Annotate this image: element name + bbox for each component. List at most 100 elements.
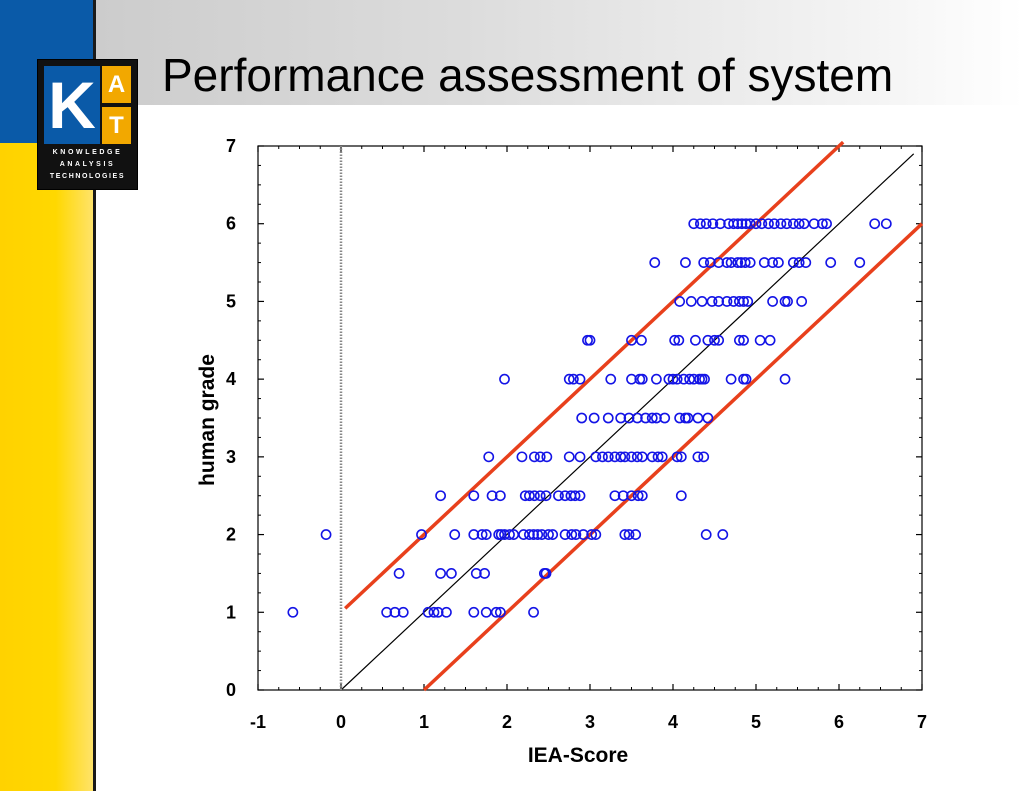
data-point — [692, 451, 704, 463]
data-point — [393, 568, 405, 579]
logo-text-technologies: TECHNOLOGIES — [49, 173, 126, 180]
data-point — [717, 529, 729, 540]
data-point — [636, 373, 648, 385]
data-point — [675, 451, 687, 463]
data-point — [754, 334, 766, 346]
data-point — [732, 218, 744, 230]
logo-letter-k: K — [44, 66, 100, 144]
data-point — [793, 257, 805, 268]
data-point — [659, 412, 671, 424]
data-point — [528, 490, 540, 502]
data-point — [499, 373, 510, 385]
logo-letter-t: T — [102, 107, 131, 144]
data-point — [287, 606, 299, 618]
data-point — [674, 412, 686, 424]
data-point — [656, 451, 668, 463]
data-point — [476, 529, 488, 540]
data-point — [534, 490, 546, 502]
data-point — [569, 490, 581, 502]
y-tick-label: 1 — [226, 602, 236, 622]
y-axis-label: human grade — [196, 354, 219, 486]
data-point — [441, 606, 452, 618]
data-point — [636, 334, 647, 346]
data-point — [468, 490, 480, 502]
data-point — [568, 373, 579, 385]
y-tick-label: 3 — [226, 447, 236, 467]
data-point — [468, 606, 480, 618]
data-point — [782, 296, 793, 307]
data-point — [787, 218, 799, 230]
x-tick-label: 6 — [834, 712, 844, 732]
data-point — [495, 529, 507, 540]
x-tick-label: 0 — [336, 712, 346, 732]
x-tick-label: 2 — [502, 712, 512, 732]
x-tick-label: 4 — [668, 712, 678, 732]
data-point — [640, 412, 652, 424]
y-tick-label: 6 — [226, 214, 236, 234]
data-point — [775, 218, 787, 230]
data-point — [714, 218, 726, 230]
data-point — [577, 529, 589, 540]
data-point — [758, 257, 770, 268]
data-point — [663, 373, 675, 385]
data-point — [667, 373, 679, 385]
data-point — [590, 451, 602, 463]
data-point — [619, 529, 631, 540]
data-point — [623, 412, 635, 424]
data-point — [721, 257, 733, 268]
data-point — [821, 218, 832, 230]
data-point — [767, 257, 778, 268]
data-point — [605, 373, 617, 385]
data-point — [673, 334, 685, 346]
y-tick-label: 0 — [226, 680, 236, 700]
data-point — [524, 490, 535, 502]
data-point — [619, 451, 631, 463]
logo-letter-a: A — [102, 66, 131, 103]
data-point — [742, 296, 754, 307]
data-point — [445, 568, 457, 579]
data-point — [696, 296, 708, 307]
data-point — [674, 296, 686, 307]
data-point — [725, 373, 737, 385]
data-point — [671, 451, 683, 463]
data-point — [671, 373, 683, 385]
data-point — [652, 451, 664, 463]
logo-text-analysis: ANALYSIS — [59, 161, 116, 168]
data-point — [516, 451, 528, 463]
data-point — [632, 490, 644, 502]
data-point — [504, 529, 515, 540]
data-point — [626, 490, 637, 502]
y-tick-label: 2 — [226, 525, 236, 545]
data-point — [631, 451, 643, 463]
data-point — [763, 218, 774, 230]
data-point — [709, 334, 720, 346]
data-point — [700, 218, 712, 230]
data-point — [528, 606, 539, 618]
data-point — [706, 296, 718, 307]
slide-title: Performance assessment of system — [162, 49, 894, 101]
data-point — [435, 568, 446, 579]
data-point — [570, 529, 582, 540]
data-point — [704, 257, 716, 268]
data-point — [494, 490, 506, 502]
data-point — [800, 257, 812, 268]
data-point — [586, 529, 598, 540]
kat-logo: K A T KNOWLEDGE ANALYSIS TECHNOLOGIES — [37, 59, 138, 190]
data-point — [740, 373, 752, 385]
data-point — [435, 490, 446, 502]
data-point — [590, 529, 602, 540]
data-point — [480, 529, 492, 540]
data-point — [602, 451, 614, 463]
data-point — [690, 334, 701, 346]
title-bar — [0, 0, 1024, 105]
data-point — [732, 257, 744, 268]
data-point — [540, 490, 552, 502]
data-point — [796, 296, 808, 307]
data-point — [486, 490, 498, 502]
x-tick-label: 5 — [751, 712, 761, 732]
data-point — [566, 529, 578, 540]
data-point — [713, 296, 725, 307]
data-point — [541, 451, 553, 463]
data-point — [779, 373, 791, 385]
data-point — [768, 218, 780, 230]
